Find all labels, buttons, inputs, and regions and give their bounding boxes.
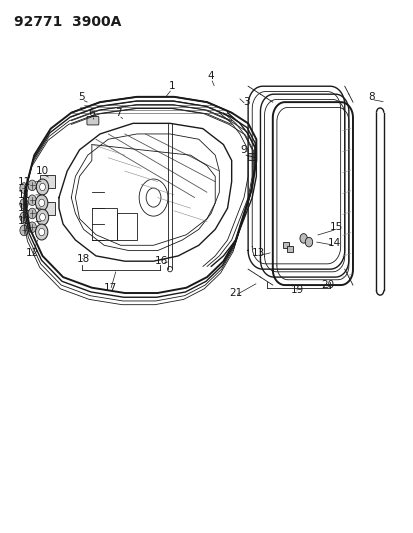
Text: 4: 4 [207, 70, 214, 80]
Text: 6: 6 [88, 108, 95, 118]
Circle shape [20, 199, 28, 209]
Bar [247, 152, 256, 160]
Circle shape [40, 214, 45, 221]
Text: 13: 13 [251, 248, 264, 259]
Circle shape [20, 183, 28, 193]
Text: 16: 16 [155, 256, 168, 266]
Circle shape [28, 222, 36, 232]
Text: 14: 14 [327, 238, 340, 248]
Text: 11: 11 [17, 176, 31, 187]
Circle shape [36, 224, 48, 240]
Text: 20: 20 [321, 280, 334, 290]
Circle shape [28, 180, 36, 191]
Circle shape [40, 183, 45, 191]
Bar [282, 242, 289, 248]
Bar [40, 202, 55, 215]
Text: 7: 7 [115, 108, 121, 118]
Text: 11: 11 [17, 203, 31, 213]
Text: 11: 11 [17, 190, 31, 200]
Circle shape [36, 195, 48, 211]
Text: 12: 12 [26, 248, 39, 259]
Text: 15: 15 [329, 222, 342, 232]
Bar [40, 175, 55, 188]
Circle shape [299, 233, 306, 243]
Text: 17: 17 [104, 282, 117, 293]
Bar [287, 246, 293, 252]
Text: 3: 3 [242, 97, 249, 107]
Text: 18: 18 [77, 254, 90, 263]
Text: 9: 9 [240, 145, 247, 155]
Text: 19: 19 [290, 285, 304, 295]
Text: 11: 11 [17, 216, 31, 227]
Text: 92771  3900A: 92771 3900A [14, 14, 121, 29]
Text: 8: 8 [367, 92, 374, 102]
Circle shape [304, 237, 312, 247]
Text: 1: 1 [169, 81, 175, 91]
Text: 21: 21 [229, 288, 242, 298]
Circle shape [20, 212, 28, 222]
Circle shape [36, 179, 49, 195]
Circle shape [20, 225, 28, 236]
Circle shape [36, 209, 49, 225]
FancyBboxPatch shape [87, 116, 99, 125]
Circle shape [28, 208, 36, 219]
Text: 5: 5 [78, 92, 85, 102]
Circle shape [28, 195, 36, 206]
Text: 10: 10 [36, 166, 49, 176]
Circle shape [39, 228, 45, 236]
Circle shape [39, 199, 45, 207]
